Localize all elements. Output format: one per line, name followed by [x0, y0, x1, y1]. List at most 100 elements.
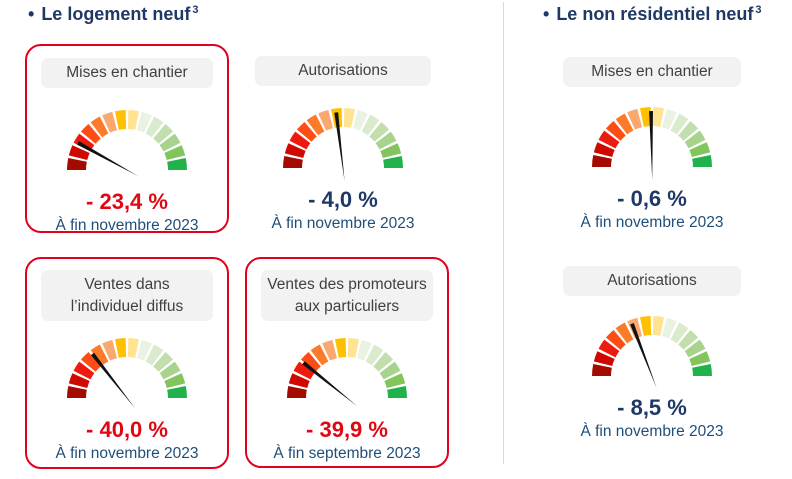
gauge-needle-icon	[630, 322, 657, 388]
footnote-marker: 3	[192, 4, 199, 16]
gauge-chart	[586, 312, 718, 392]
gauge-card-ventes-promoteurs: Ventes des promoteurs aux particuliers -…	[245, 257, 449, 468]
gauge-needle-icon	[649, 110, 653, 180]
gauge-segment	[598, 130, 620, 149]
gauge-segment	[627, 108, 642, 130]
gauge-card-autorisations-logement: Autorisations - 4,0 % À fin novembre 202…	[241, 44, 445, 233]
gauge-segment	[592, 154, 612, 167]
gauge-arc	[67, 338, 187, 409]
section-divider	[503, 2, 504, 464]
gauge-segment	[383, 155, 403, 168]
gauge-segment	[322, 340, 337, 362]
gauge-segment	[678, 120, 699, 141]
gauge-chart	[586, 103, 718, 183]
gauge-segment	[334, 338, 347, 359]
gauge-segment	[689, 141, 711, 157]
gauge-segment	[670, 113, 689, 135]
gauge-segment	[137, 340, 152, 362]
gauge-segment	[652, 106, 665, 127]
gauge-arc	[592, 315, 712, 388]
gauge-segment	[639, 315, 652, 336]
gauge-needle-icon	[334, 111, 345, 181]
gauge-segment	[615, 113, 634, 135]
gauge-label: Mises en chantier	[563, 57, 741, 87]
gauge-label: Ventes dans l’individuel diffus	[41, 270, 213, 322]
gauge-segment	[605, 329, 626, 350]
gauge-segment	[387, 386, 407, 399]
footnote-marker: 3	[755, 4, 762, 16]
gauge-date: À fin novembre 2023	[580, 213, 724, 231]
gauge-segment	[167, 157, 187, 170]
gauge-segment	[283, 155, 303, 168]
gauge-chart	[61, 106, 193, 186]
gauge-segment	[80, 352, 101, 373]
gauge-segment	[318, 109, 333, 131]
gauge-value: - 0,6 %	[617, 185, 687, 211]
gauge-segment	[68, 373, 90, 389]
gauge-segment	[67, 157, 87, 170]
gauge-segment	[153, 352, 174, 373]
gauge-arc	[67, 109, 187, 176]
gauge-date: À fin septembre 2023	[273, 445, 421, 463]
gauge-segment	[652, 315, 665, 336]
gauge-segment	[114, 109, 127, 130]
gauge-segment	[296, 121, 317, 142]
gauge-segment	[379, 362, 401, 380]
gauge-segment	[145, 344, 164, 366]
gauge-date: À fin novembre 2023	[55, 445, 199, 463]
gauge-segment	[159, 362, 181, 380]
gauge-arc	[592, 106, 712, 180]
gauge-segment	[288, 373, 310, 389]
gauge-value: - 8,5 %	[617, 394, 687, 420]
gauge-segment	[127, 109, 140, 130]
gauge-card-mises-en-chantier-non-residentiel: Mises en chantier - 0,6 % À fin novembre…	[549, 50, 755, 232]
gauge-segment	[615, 322, 634, 344]
section-title-text: Le non résidentiel neuf	[556, 4, 754, 24]
gauge-segment	[361, 114, 380, 136]
gauge-value: - 23,4 %	[86, 188, 168, 214]
gauge-chart	[277, 104, 409, 184]
gauge-segment	[90, 116, 109, 138]
gauge-segment	[365, 344, 384, 366]
gauge-segment	[306, 114, 325, 136]
gauge-segment	[373, 352, 394, 373]
section-title-logement-neuf: • Le logement neuf 3	[28, 4, 198, 25]
gauge-segment	[684, 339, 706, 358]
gauge-segment	[159, 133, 181, 152]
gauge-segment	[369, 121, 390, 142]
gauge-segment	[300, 352, 321, 373]
gauge-date: À fin novembre 2023	[580, 422, 724, 440]
gauge-segment	[678, 329, 699, 350]
gauge-needle-icon	[302, 361, 358, 407]
gauge-segment	[73, 362, 95, 380]
gauge-segment	[293, 362, 315, 380]
gauge-date: À fin novembre 2023	[55, 216, 199, 234]
gauge-segment	[289, 131, 311, 150]
gauge-segment	[684, 130, 706, 149]
section-title-non-residentiel: • Le non résidentiel neuf 3	[543, 4, 761, 25]
gauge-value: - 4,0 %	[308, 186, 378, 212]
gauge-segment	[662, 108, 677, 130]
gauge-segment	[593, 350, 615, 366]
gauge-needle-icon	[91, 353, 135, 409]
gauge-card-ventes-individuel-diffus: Ventes dans l’individuel diffus - 40,0 %…	[25, 257, 229, 469]
gauge-segment	[167, 386, 187, 399]
gauge-segment	[137, 111, 152, 133]
gauge-segment	[80, 123, 101, 144]
gauge-segment	[662, 317, 677, 339]
gauge-segment	[592, 363, 612, 376]
gauge-segment	[343, 107, 356, 128]
gauge-segment	[347, 338, 360, 359]
section-title-text: Le logement neuf	[41, 4, 191, 24]
gauge-value: - 39,9 %	[306, 417, 388, 443]
gauge-label: Autorisations	[563, 266, 741, 296]
gauge-segment	[164, 373, 186, 389]
gauge-segment	[145, 116, 164, 138]
gauge-segment	[284, 142, 306, 158]
gauge-segment	[593, 141, 615, 157]
gauge-label: Autorisations	[255, 56, 431, 86]
gauge-value: - 40,0 %	[86, 417, 168, 443]
gauge-segment	[90, 344, 109, 366]
gauge-segment	[689, 350, 711, 366]
